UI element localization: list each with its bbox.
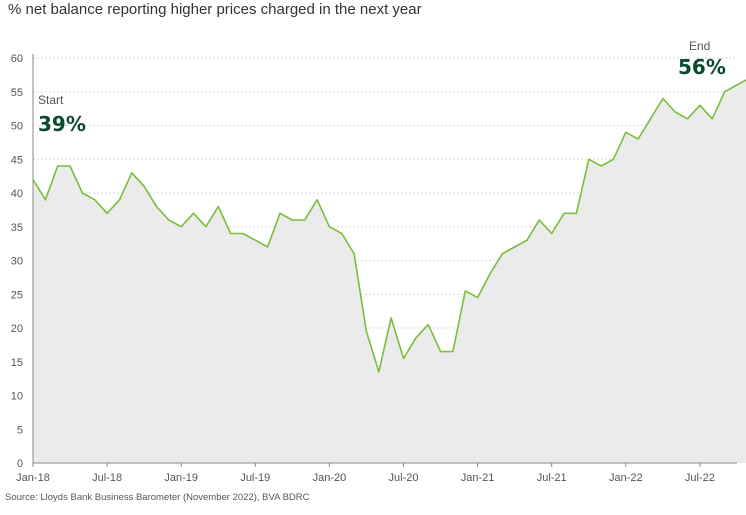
x-tick-label: Jul-20 — [389, 472, 419, 484]
x-tick-label: Jul-21 — [537, 472, 567, 484]
end-annotation-value: 56% — [678, 55, 726, 79]
x-tick-label: Jul-18 — [92, 472, 122, 484]
y-tick-label: 0 — [17, 458, 23, 470]
start-annotation-value: 39% — [38, 112, 86, 136]
y-tick-label: 60 — [11, 53, 23, 65]
start-annotation-label: Start — [38, 93, 64, 107]
x-tick-label: Jan-20 — [313, 472, 347, 484]
y-tick-label: 45 — [11, 154, 23, 166]
chart-title: % net balance reporting higher prices ch… — [8, 1, 422, 18]
y-tick-label: 25 — [11, 289, 23, 301]
x-tick-label: Jan-21 — [461, 472, 495, 484]
x-axis-ticks: Jan-18 Jul-18 Jan-19 Jul-19 Jan-20 Jul-20 Jan-… — [16, 463, 715, 484]
source-note: Source: Lloyds Bank Business Barometer (… — [5, 492, 310, 503]
x-tick-label: Jul-22 — [685, 472, 715, 484]
area-fill — [33, 80, 746, 463]
y-tick-label: 10 — [11, 391, 23, 403]
y-tick-label: 40 — [11, 188, 23, 200]
x-tick-label: Jan-18 — [16, 472, 50, 484]
series-line-group — [32, 79, 746, 373]
x-tick-label: Jan-19 — [164, 472, 198, 484]
y-tick-label: 35 — [11, 222, 23, 234]
area-shape — [33, 80, 746, 463]
x-tick-label: Jul-19 — [240, 472, 270, 484]
y-tick-label: 15 — [11, 357, 23, 369]
x-tick-label: Jan-22 — [609, 472, 643, 484]
axes — [32, 54, 737, 464]
series-line — [32, 79, 746, 373]
y-tick-label: 30 — [11, 256, 23, 268]
y-tick-label: 50 — [11, 121, 23, 133]
end-annotation-label: End — [689, 39, 710, 53]
y-tick-label: 20 — [11, 323, 23, 335]
annotations: Start 39% End 56% — [38, 39, 726, 136]
y-axis-ticks: 0 5 10 15 20 25 30 35 40 45 50 55 60 — [11, 53, 23, 470]
y-tick-label: 5 — [17, 424, 23, 436]
y-tick-label: 55 — [11, 87, 23, 99]
